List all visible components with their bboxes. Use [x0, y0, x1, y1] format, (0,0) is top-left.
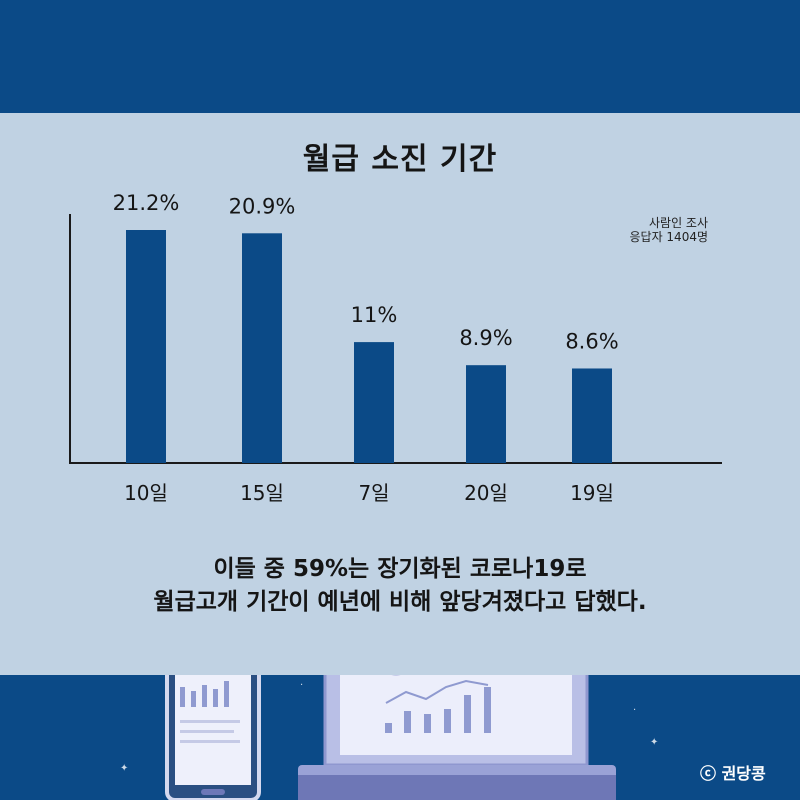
- value-label: 11%: [351, 303, 398, 327]
- category-label: 15일: [240, 481, 284, 505]
- sparkle-icon: ·: [300, 680, 304, 691]
- category-label: 10일: [124, 481, 168, 505]
- value-label: 8.6%: [565, 329, 618, 353]
- bar-15일: [242, 233, 282, 463]
- bottom-band: ✦ ✦ · ·: [0, 675, 800, 800]
- caption-line-2: 월급고개 기간이 예년에 비해 앞당겨졌다고 답했다.: [153, 589, 647, 615]
- survey-respondents: 응답자 1404명: [629, 230, 708, 244]
- bar-10일: [126, 230, 166, 463]
- sparkle-icon: ✦: [120, 763, 129, 774]
- copyright-watermark: ⓒ 권당콩: [700, 764, 766, 783]
- value-label: 21.2%: [113, 191, 180, 215]
- value-label: 20.9%: [229, 194, 296, 218]
- value-label: 8.9%: [459, 326, 512, 350]
- bar-19일: [572, 368, 612, 463]
- bar-20일: [466, 365, 506, 463]
- chart-title: 월급 소진 기간: [302, 142, 498, 177]
- top-band: [0, 0, 800, 113]
- caption-line-1: 이들 중 59%는 장기화된 코로나19로: [213, 556, 587, 582]
- category-label: 19일: [570, 481, 614, 505]
- category-label: 7일: [358, 481, 389, 505]
- survey-note: 사람인 조사 응답자 1404명: [629, 216, 708, 244]
- smartphone-icon: [165, 675, 261, 800]
- sparkle-icon: ✦: [650, 737, 659, 748]
- category-label: 20일: [464, 481, 508, 505]
- caption: 이들 중 59%는 장기화된 코로나19로 월급고개 기간이 예년에 비해 앞당…: [0, 553, 800, 619]
- devices-illustration: [165, 675, 616, 800]
- survey-source: 사람인 조사: [648, 216, 708, 230]
- laptop-icon: [298, 675, 616, 800]
- bar-7일: [354, 342, 394, 463]
- sparkle-icon: ·: [633, 705, 637, 716]
- bar-chart: 21.2% 10일 20.9% 15일 11% 7일 8.9% 20일 8.6% 19일: [69, 191, 722, 505]
